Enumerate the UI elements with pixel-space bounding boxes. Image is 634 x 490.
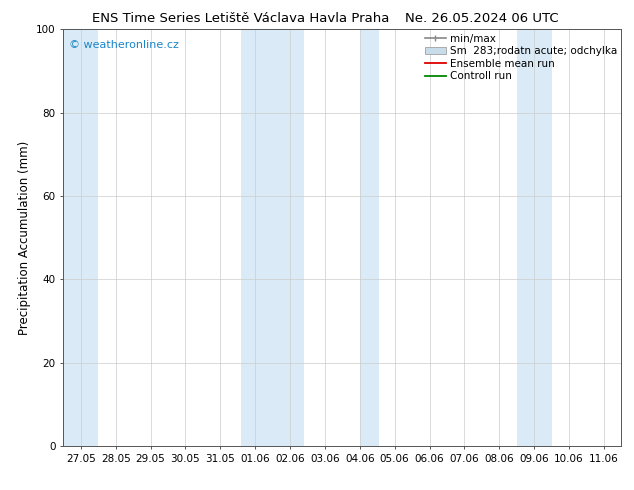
Bar: [63, 29, 98, 446]
Bar: [517, 29, 552, 446]
Text: ENS Time Series Letiště Václava Havla Praha: ENS Time Series Letiště Václava Havla Pr…: [92, 12, 390, 25]
Y-axis label: Precipitation Accumulation (mm): Precipitation Accumulation (mm): [18, 141, 30, 335]
Text: © weatheronline.cz: © weatheronline.cz: [69, 40, 179, 50]
Legend: min/max, Sm  283;rodatn acute; odchylka, Ensemble mean run, Controll run: min/max, Sm 283;rodatn acute; odchylka, …: [423, 31, 619, 83]
Bar: [241, 29, 304, 446]
Bar: [359, 29, 379, 446]
Text: Ne. 26.05.2024 06 UTC: Ne. 26.05.2024 06 UTC: [405, 12, 559, 25]
